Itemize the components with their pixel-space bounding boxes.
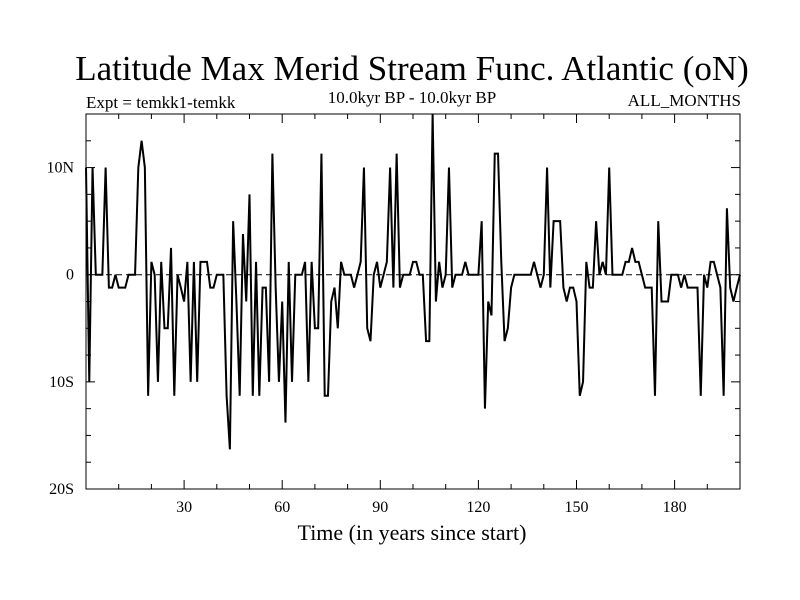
experiment-label: Expt = temkk1-temkk [86, 93, 236, 112]
x-axis-label: Time (in years since start) [298, 520, 527, 545]
x-tick-label: 150 [565, 499, 589, 516]
x-tick-label: 120 [466, 499, 490, 516]
y-tick-label: 20S [49, 481, 74, 498]
y-tick-label: 10S [49, 374, 74, 391]
y-tick-label: 10N [46, 160, 74, 177]
x-tick-label: 60 [274, 499, 290, 516]
series-line [85, 113, 741, 450]
chart-title: Latitude Max Merid Stream Func. Atlantic… [75, 49, 749, 88]
x-tick-label: 90 [372, 499, 388, 516]
months-label: ALL_MONTHS [628, 91, 741, 110]
y-tick-label: 0 [66, 267, 74, 284]
time-period-label: 10.0kyr BP - 10.0kyr BP [328, 88, 496, 107]
x-tick-label: 30 [176, 499, 192, 516]
plot-area: 30 60 90 120 150 180 10N 0 10S 20S [46, 113, 741, 516]
x-tick-label: 180 [663, 499, 687, 516]
